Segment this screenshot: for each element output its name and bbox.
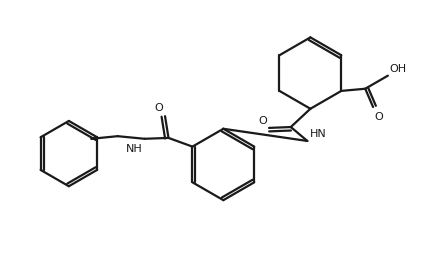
- Text: O: O: [375, 112, 384, 122]
- Text: NH: NH: [126, 144, 142, 154]
- Text: OH: OH: [390, 64, 407, 74]
- Text: O: O: [155, 103, 163, 113]
- Text: HN: HN: [310, 129, 326, 139]
- Text: O: O: [258, 116, 267, 126]
